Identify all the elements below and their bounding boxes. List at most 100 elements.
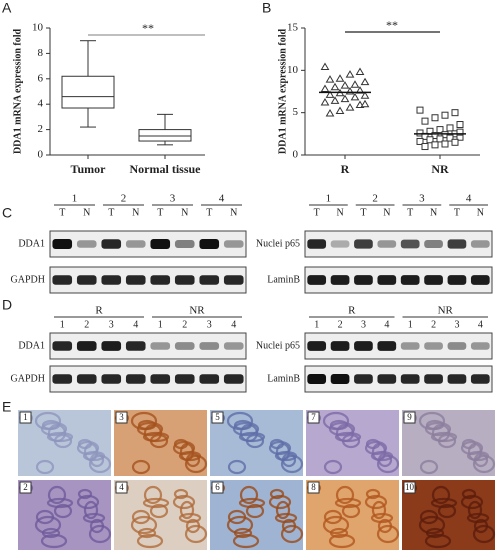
group-label: NR xyxy=(438,305,454,317)
image-number: 3 xyxy=(119,412,124,422)
tissue xyxy=(418,515,446,535)
tissue xyxy=(47,485,67,505)
tissue xyxy=(76,494,100,510)
x-tick-label: Normal tissue xyxy=(130,162,202,176)
point xyxy=(345,70,355,78)
band xyxy=(307,275,327,285)
point xyxy=(451,138,459,146)
row-label: DDA1 xyxy=(18,238,45,249)
band xyxy=(354,275,373,285)
band xyxy=(470,374,490,384)
tissue xyxy=(280,524,304,544)
tissue xyxy=(419,459,439,475)
lane-label: 1 xyxy=(314,319,319,330)
point xyxy=(441,140,449,148)
row-label: Nuclei p65 xyxy=(256,340,300,351)
tissue xyxy=(130,411,158,431)
band xyxy=(307,374,327,384)
group-label: 2 xyxy=(121,193,127,205)
band xyxy=(150,374,171,384)
y-tick-label: 10 xyxy=(287,64,299,76)
point xyxy=(340,81,350,89)
band xyxy=(400,239,420,249)
tissue xyxy=(184,524,208,544)
band xyxy=(377,240,397,248)
tissue xyxy=(238,497,266,509)
point xyxy=(421,143,429,151)
lane-label: 3 xyxy=(361,319,366,330)
tissue xyxy=(142,497,170,509)
band xyxy=(377,341,397,351)
tissue xyxy=(376,524,400,544)
lane-label: T xyxy=(206,207,212,218)
histology-image: 8 xyxy=(306,480,400,550)
band xyxy=(125,374,146,384)
tissue xyxy=(466,512,490,524)
band xyxy=(199,342,220,350)
lane-label: T xyxy=(314,207,320,218)
histology-image: 9 xyxy=(402,410,496,476)
lane-label: N xyxy=(83,207,90,218)
x-tick-label: R xyxy=(341,162,350,176)
x-tick-label: NR xyxy=(431,162,449,176)
band xyxy=(101,341,122,351)
band xyxy=(150,275,171,285)
tissue xyxy=(226,411,254,431)
point xyxy=(431,114,439,122)
band xyxy=(52,341,73,351)
histology-image: 6 xyxy=(210,480,304,550)
tissue xyxy=(239,485,259,505)
number-box xyxy=(211,481,224,494)
y-axis-label: DDA1 mRNA expression fold xyxy=(12,29,23,155)
tissue xyxy=(322,411,350,431)
x-tick-label: Tumor xyxy=(71,162,107,176)
tissue xyxy=(35,509,55,525)
number-box xyxy=(115,411,128,424)
point xyxy=(345,87,355,95)
tissue xyxy=(370,512,394,524)
lane-label: T xyxy=(454,207,460,218)
band xyxy=(424,275,443,285)
tissue xyxy=(131,459,151,475)
row-label: GAPDH xyxy=(11,274,45,285)
band xyxy=(470,275,490,285)
band xyxy=(52,275,73,285)
band xyxy=(199,275,220,285)
lane-label: N xyxy=(181,207,188,218)
image-number: 9 xyxy=(407,412,412,422)
tissue xyxy=(269,438,285,450)
histology-image: 3 xyxy=(114,410,208,476)
lane-label: 4 xyxy=(384,319,389,330)
tissue xyxy=(268,494,292,510)
histology-image: 1 xyxy=(18,410,112,476)
histology-image: 2 xyxy=(18,480,112,550)
point xyxy=(446,124,454,132)
point xyxy=(355,67,365,76)
point xyxy=(320,98,330,106)
point xyxy=(335,106,345,114)
point xyxy=(320,62,330,70)
tissue xyxy=(364,494,388,510)
number-box xyxy=(403,411,416,424)
tissue xyxy=(460,440,484,456)
lane-label: T xyxy=(407,207,413,218)
image-number: 4 xyxy=(119,482,124,492)
band xyxy=(354,374,373,384)
band xyxy=(223,342,244,350)
y-tick-label: 5 xyxy=(293,106,299,118)
tissue xyxy=(77,488,93,500)
image-number: 5 xyxy=(215,412,220,422)
box xyxy=(138,129,192,142)
row-label: DDA1 xyxy=(18,340,45,351)
tissue xyxy=(178,512,202,524)
band xyxy=(150,239,171,249)
histology-image: 5 xyxy=(210,410,304,476)
lane-label: 3 xyxy=(207,319,212,330)
tissue xyxy=(226,515,254,535)
band xyxy=(447,342,467,350)
histology-image: 4 xyxy=(114,480,208,550)
point xyxy=(451,109,459,117)
band xyxy=(307,341,327,351)
band xyxy=(174,275,195,285)
